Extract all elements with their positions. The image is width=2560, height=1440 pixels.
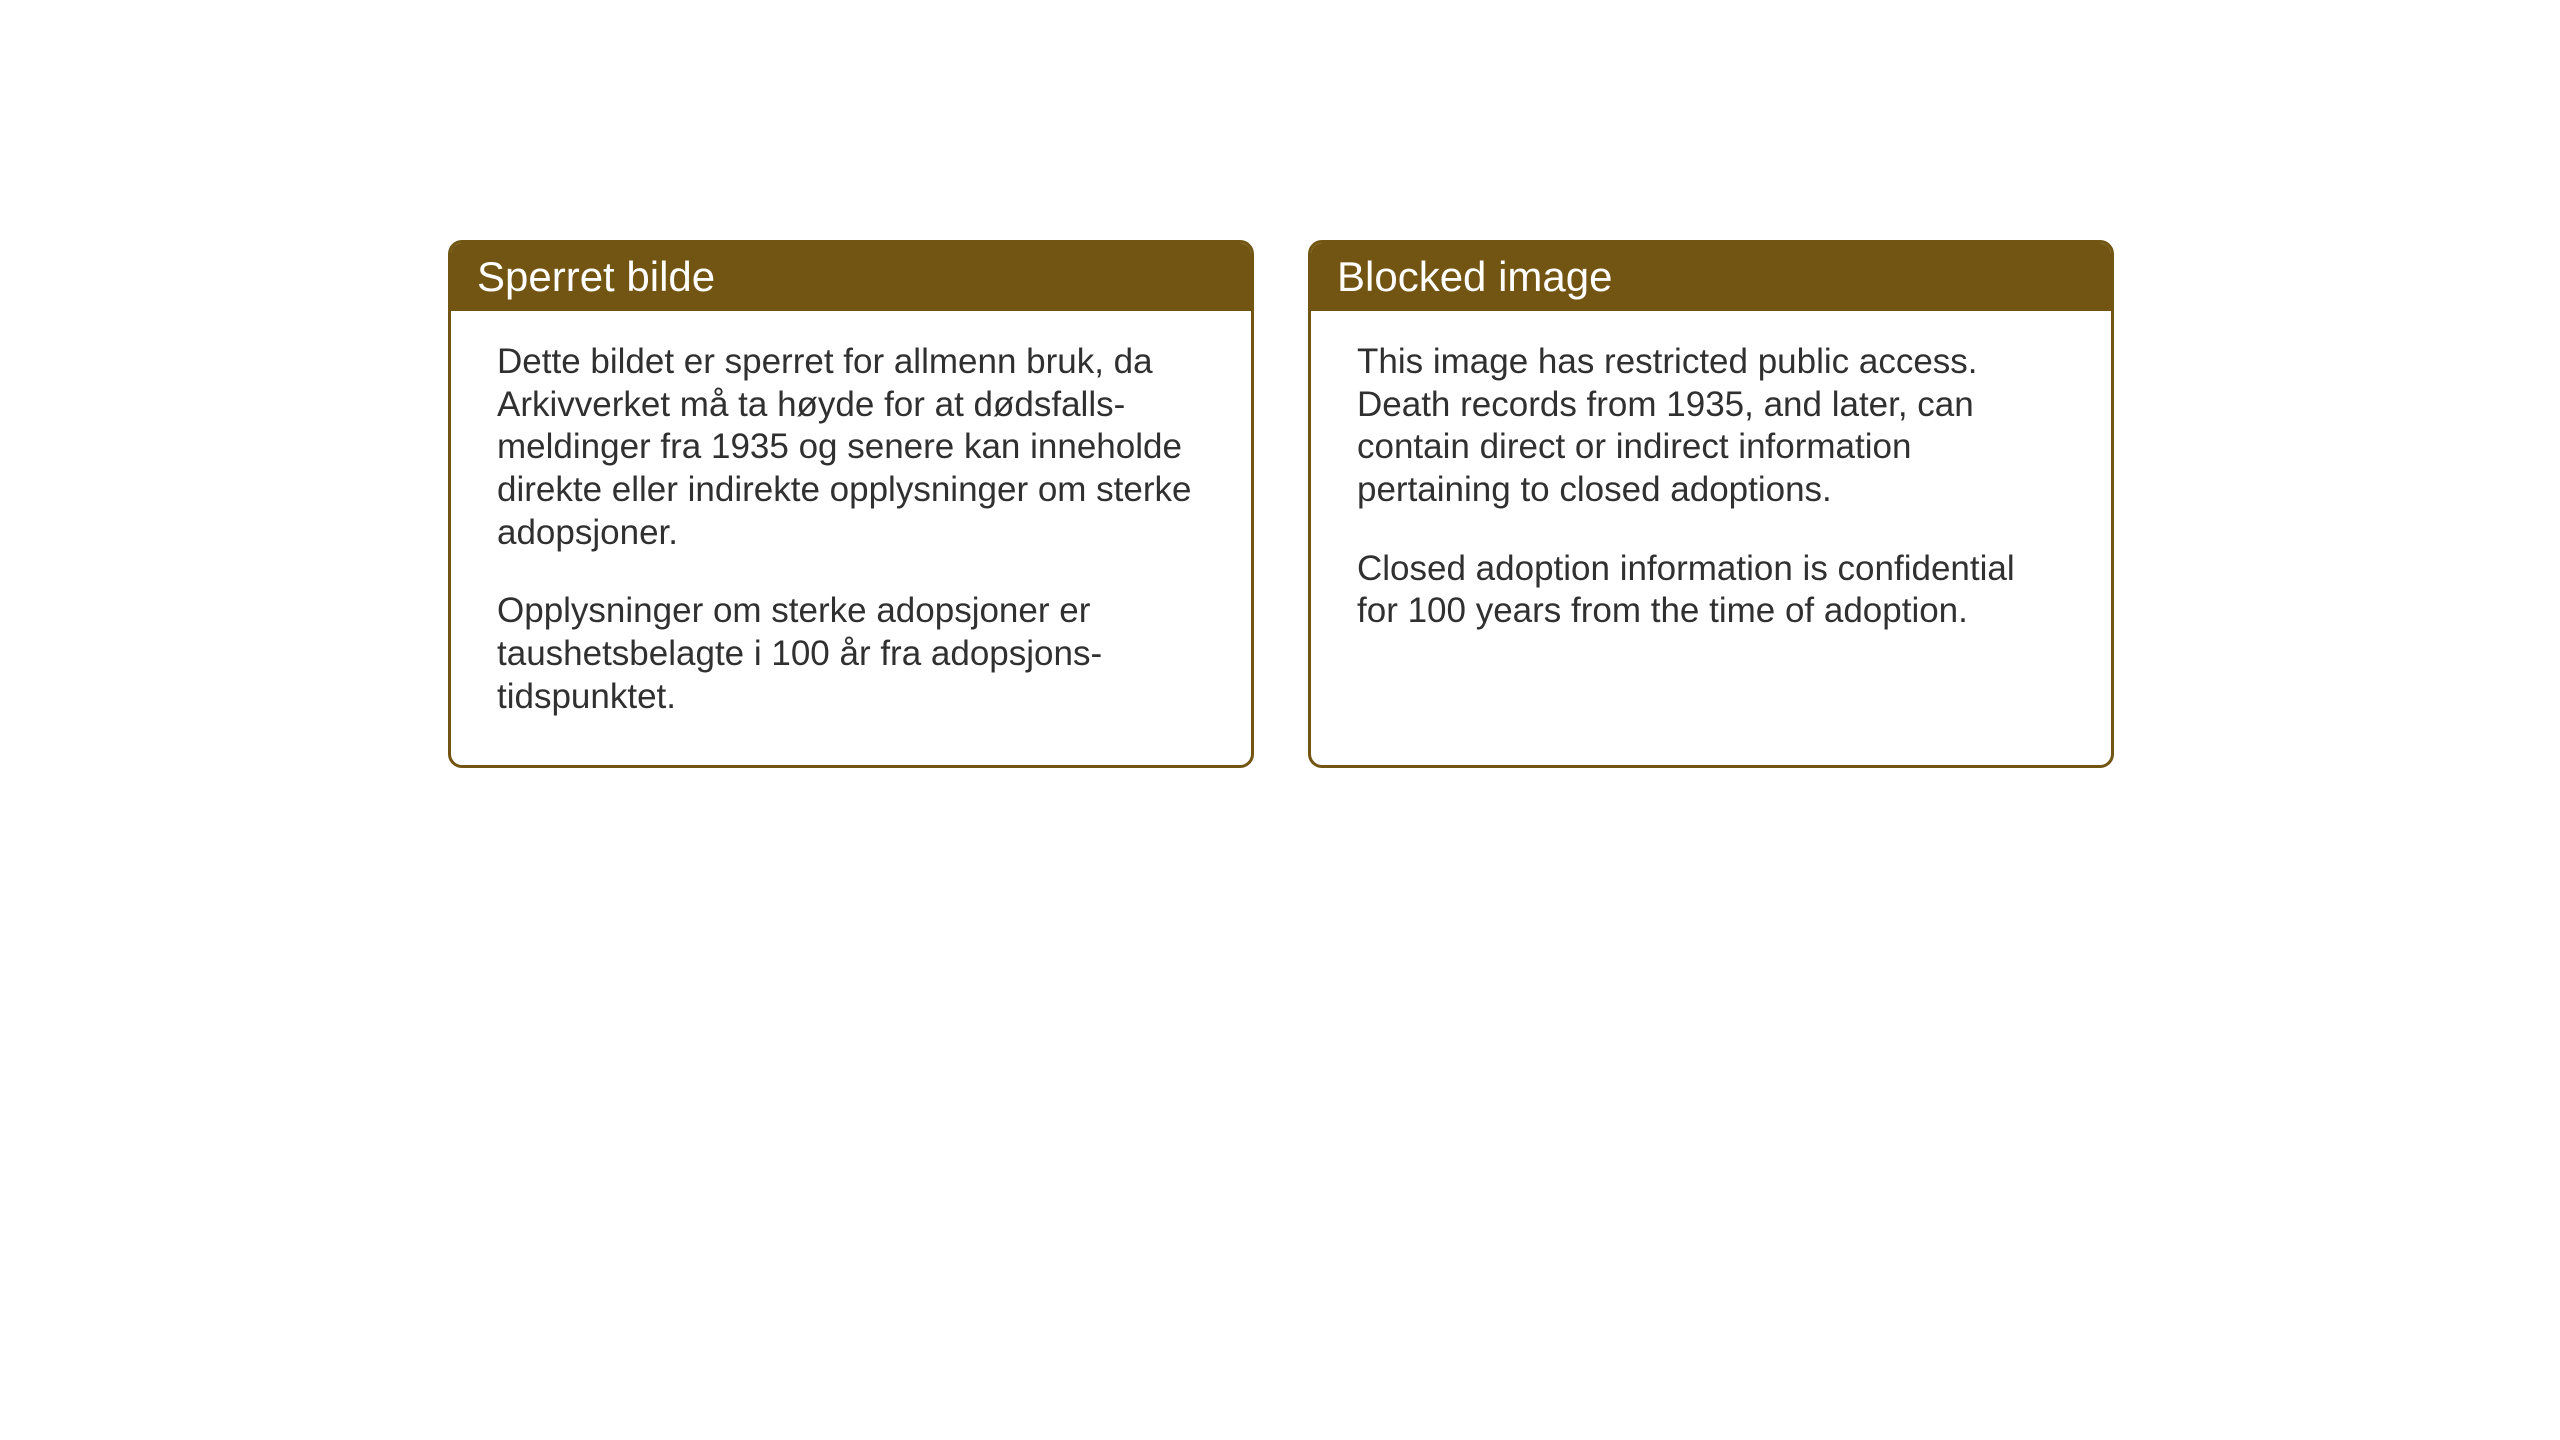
card-header-english: Blocked image (1311, 243, 2111, 311)
card-body-english: This image has restricted public access.… (1311, 311, 2111, 679)
card-paragraph-norwegian-2: Opplysninger om sterke adopsjoner er tau… (497, 590, 1205, 718)
card-title-english: Blocked image (1337, 253, 1612, 300)
card-paragraph-norwegian-1: Dette bildet er sperret for allmenn bruk… (497, 341, 1205, 554)
card-header-norwegian: Sperret bilde (451, 243, 1251, 311)
notice-card-english: Blocked image This image has restricted … (1308, 240, 2114, 768)
card-paragraph-english-1: This image has restricted public access.… (1357, 341, 2065, 512)
card-paragraph-english-2: Closed adoption information is confident… (1357, 548, 2065, 633)
notice-card-norwegian: Sperret bilde Dette bildet er sperret fo… (448, 240, 1254, 768)
card-title-norwegian: Sperret bilde (477, 253, 715, 300)
notice-container: Sperret bilde Dette bildet er sperret fo… (448, 240, 2114, 768)
card-body-norwegian: Dette bildet er sperret for allmenn bruk… (451, 311, 1251, 765)
